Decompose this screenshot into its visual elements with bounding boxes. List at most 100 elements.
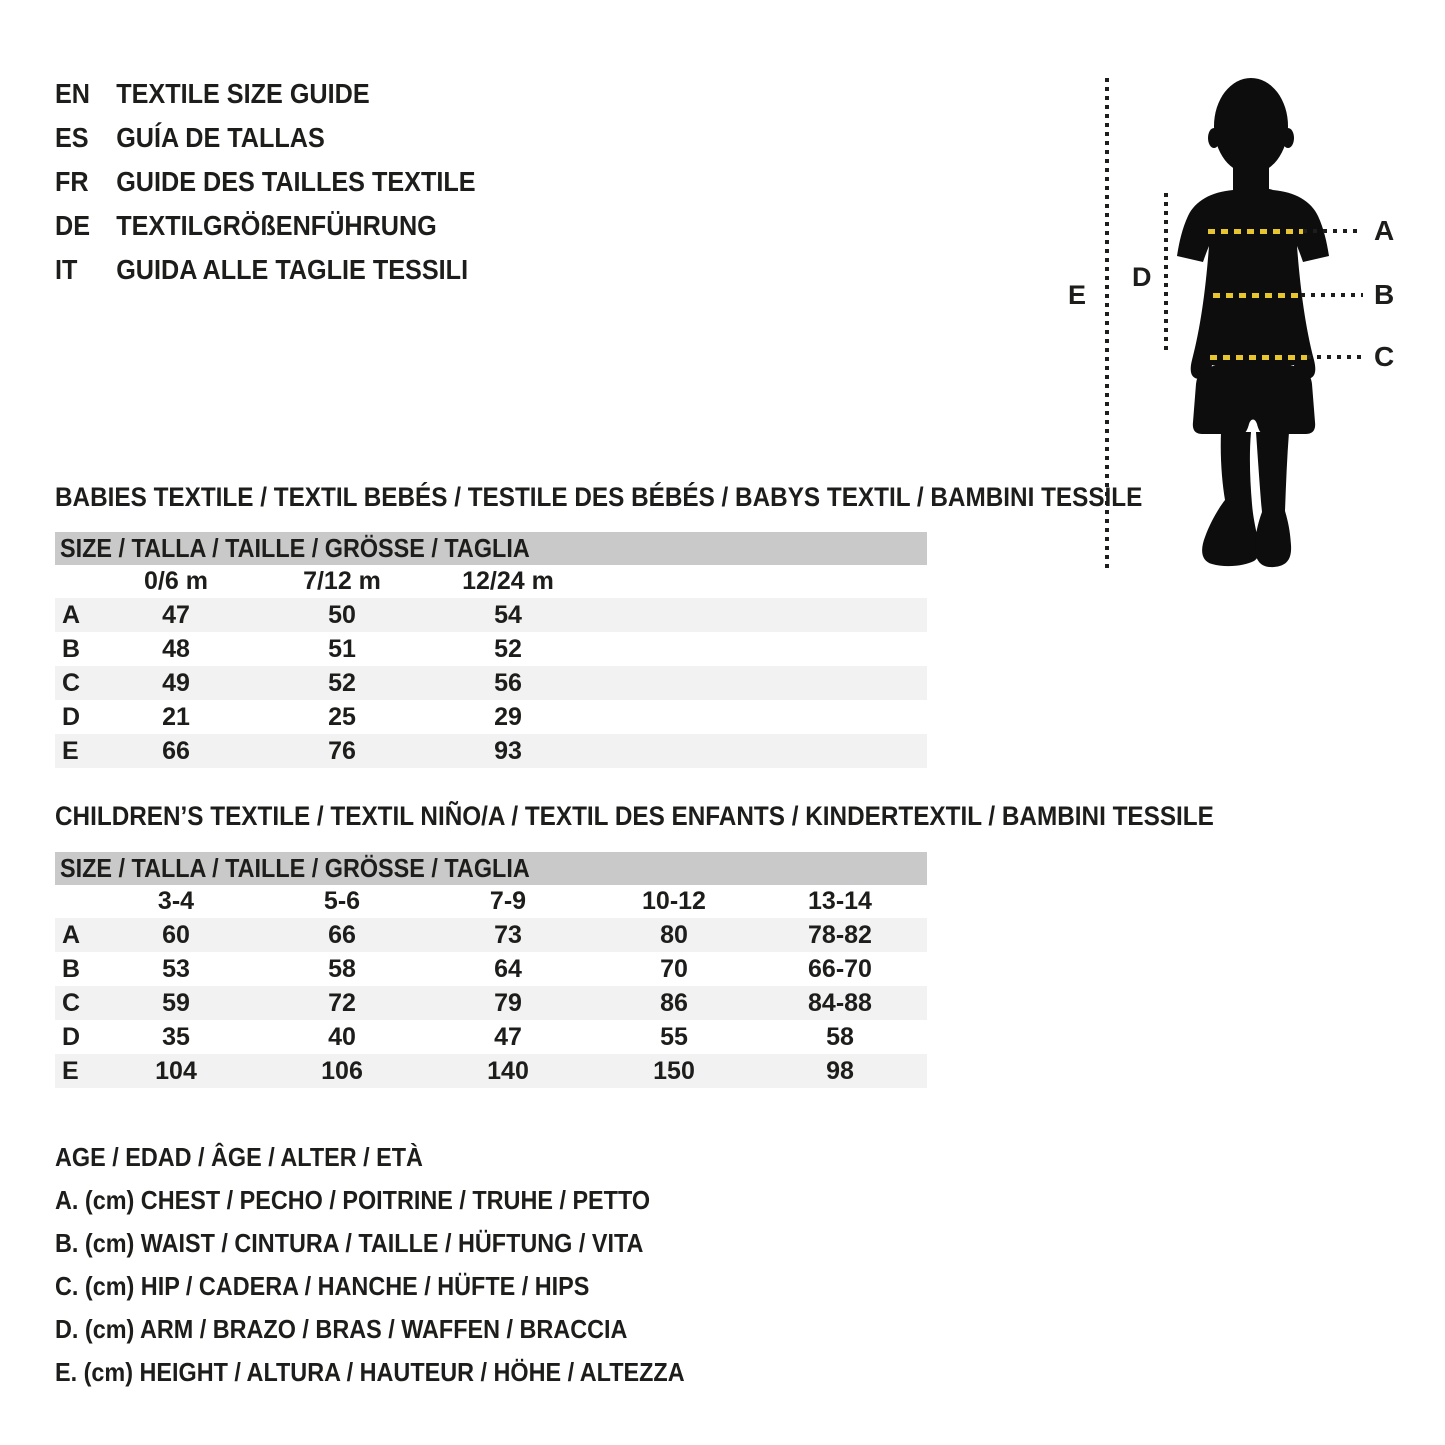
child-silhouette — [1177, 78, 1329, 568]
legend-height-line: E. (cm) HEIGHT / ALTURA / HAUTEUR / HÖHE… — [55, 1357, 685, 1387]
table-cell: 52 — [494, 634, 522, 663]
table-cell: 29 — [494, 702, 522, 731]
babies-column-header-row: 0/6 m 7/12 m 12/24 m — [55, 565, 927, 598]
table-cell: 52 — [328, 668, 356, 697]
waist-measure-leader-B — [1301, 293, 1363, 297]
language-code: IT — [55, 254, 78, 285]
measure-label-E: E — [1068, 280, 1087, 310]
column-header: 5-6 — [323, 887, 361, 915]
row-label: B — [62, 954, 81, 983]
table-cell: 104 — [155, 1056, 197, 1085]
table-cell: 59 — [162, 988, 190, 1017]
babies-section-title-text: BABIES TEXTILE / TEXTIL BEBÉS / TESTILE … — [55, 482, 1143, 512]
chest-measure-leader-A — [1303, 229, 1363, 233]
table-cell: 54 — [494, 600, 522, 629]
row-label: D — [62, 1022, 81, 1051]
language-row-it: IT GUIDA ALLE TAGLIE TESSILI — [55, 248, 476, 292]
table-cell: 56 — [494, 668, 522, 697]
legend-chest-line: A. (cm) CHEST / PECHO / POITRINE / TRUHE… — [55, 1185, 651, 1215]
column-header: 0/6 m — [144, 567, 208, 595]
table-cell: 58 — [328, 954, 356, 983]
row-label: E — [62, 736, 79, 765]
table-cell: 50 — [328, 600, 356, 629]
table-cell: 66 — [162, 736, 190, 765]
guide-title-de: TEXTILGRÖßENFÜHRUNG — [116, 210, 437, 241]
table-cell: 49 — [162, 668, 190, 697]
babies-size-header-bar: SIZE / TALLA / TAILLE / GRÖSSE / TAGLIA — [55, 532, 927, 565]
table-cell: 53 — [162, 954, 190, 983]
measure-label-A: A — [1374, 215, 1395, 246]
table-cell: 66 — [328, 920, 356, 949]
arm-measure-line-D — [1164, 193, 1168, 352]
table-cell: 150 — [653, 1056, 695, 1085]
column-header: 7/12 m — [303, 567, 381, 595]
column-header: 10-12 — [642, 887, 706, 915]
guide-title-en: TEXTILE SIZE GUIDE — [116, 78, 370, 109]
table-cell: 48 — [162, 634, 190, 663]
language-row-fr: FR GUIDE DES TAILLES TEXTILE — [55, 160, 476, 204]
row-label: C — [62, 668, 81, 697]
measurement-legend: AGE / EDAD / ÂGE / ALTER / ETÀ A. (cm) C… — [55, 1136, 755, 1394]
children-column-header-row: 3-4 5-6 7-9 10-12 13-14 — [55, 885, 927, 918]
table-cell: 70 — [660, 954, 688, 983]
hip-measure-dash-C — [1210, 355, 1307, 360]
row-label: D — [62, 702, 81, 731]
table-cell: 140 — [487, 1056, 529, 1085]
table-row: E 66 76 93 — [55, 734, 927, 768]
table-cell: 73 — [494, 920, 522, 949]
column-header: 3-4 — [157, 887, 195, 915]
table-cell: 66-70 — [808, 954, 872, 983]
table-cell: 86 — [660, 988, 688, 1017]
children-size-header-bar: SIZE / TALLA / TAILLE / GRÖSSE / TAGLIA — [55, 852, 927, 885]
legend-age-line: AGE / EDAD / ÂGE / ALTER / ETÀ — [55, 1142, 423, 1172]
legend-hip-line: C. (cm) HIP / CADERA / HANCHE / HÜFTE / … — [55, 1271, 590, 1301]
table-row: B 48 51 52 — [55, 632, 927, 666]
table-row: A 47 50 54 — [55, 598, 927, 632]
legend-waist-line: B. (cm) WAIST / CINTURA / TAILLE / HÜFTU… — [55, 1228, 644, 1258]
table-cell: 40 — [328, 1022, 356, 1051]
table-row: D 35 40 47 55 58 — [55, 1020, 927, 1054]
row-label: E — [62, 1056, 79, 1085]
row-label: C — [62, 988, 81, 1017]
hip-measure-leader-C — [1307, 355, 1363, 359]
language-code: ES — [55, 122, 89, 153]
babies-section-title: BABIES TEXTILE / TEXTIL BEBÉS / TESTILE … — [55, 484, 1263, 511]
table-cell: 64 — [494, 954, 522, 983]
measure-label-B: B — [1374, 279, 1395, 310]
table-cell: 80 — [660, 920, 688, 949]
table-cell: 76 — [328, 736, 356, 765]
table-row: B 53 58 64 70 66-70 — [55, 952, 927, 986]
table-cell: 60 — [162, 920, 190, 949]
row-label: A — [62, 600, 81, 629]
language-code: EN — [55, 78, 91, 109]
children-section-title-text: CHILDREN’S TEXTILE / TEXTIL NIÑO/A / TEX… — [55, 801, 1214, 831]
language-row-en: EN TEXTILE SIZE GUIDE — [55, 72, 476, 116]
table-cell: 47 — [494, 1022, 522, 1051]
legend-arm-line: D. (cm) ARM / BRAZO / BRAS / WAFFEN / BR… — [55, 1314, 628, 1344]
table-row: C 49 52 56 — [55, 666, 927, 700]
table-cell: 51 — [328, 634, 356, 663]
table-row: C 59 72 79 86 84-88 — [55, 986, 927, 1020]
row-label: A — [62, 920, 81, 949]
table-cell: 78-82 — [808, 920, 872, 949]
table-cell: 106 — [321, 1056, 363, 1085]
height-measure-line-E — [1105, 78, 1109, 570]
guide-title-es: GUÍA DE TALLAS — [116, 122, 325, 153]
guide-title-fr: GUIDE DES TAILLES TEXTILE — [116, 166, 476, 197]
table-cell: 79 — [494, 988, 522, 1017]
language-code: DE — [55, 210, 91, 241]
measure-label-D: D — [1132, 262, 1152, 292]
table-cell: 84-88 — [808, 988, 872, 1017]
column-header: 7-9 — [489, 887, 527, 915]
measure-label-C: C — [1374, 341, 1395, 372]
table-cell: 47 — [162, 600, 190, 629]
children-size-header-text: SIZE / TALLA / TAILLE / GRÖSSE / TAGLIA — [60, 853, 530, 883]
column-header: 13-14 — [808, 887, 872, 915]
table-row: A 60 66 73 80 78-82 — [55, 918, 927, 952]
babies-size-header-text: SIZE / TALLA / TAILLE / GRÖSSE / TAGLIA — [60, 533, 530, 563]
guide-title-it: GUIDA ALLE TAGLIE TESSILI — [116, 254, 469, 285]
row-label: B — [62, 634, 81, 663]
table-cell: 72 — [328, 988, 356, 1017]
column-header: 12/24 m — [462, 567, 554, 595]
